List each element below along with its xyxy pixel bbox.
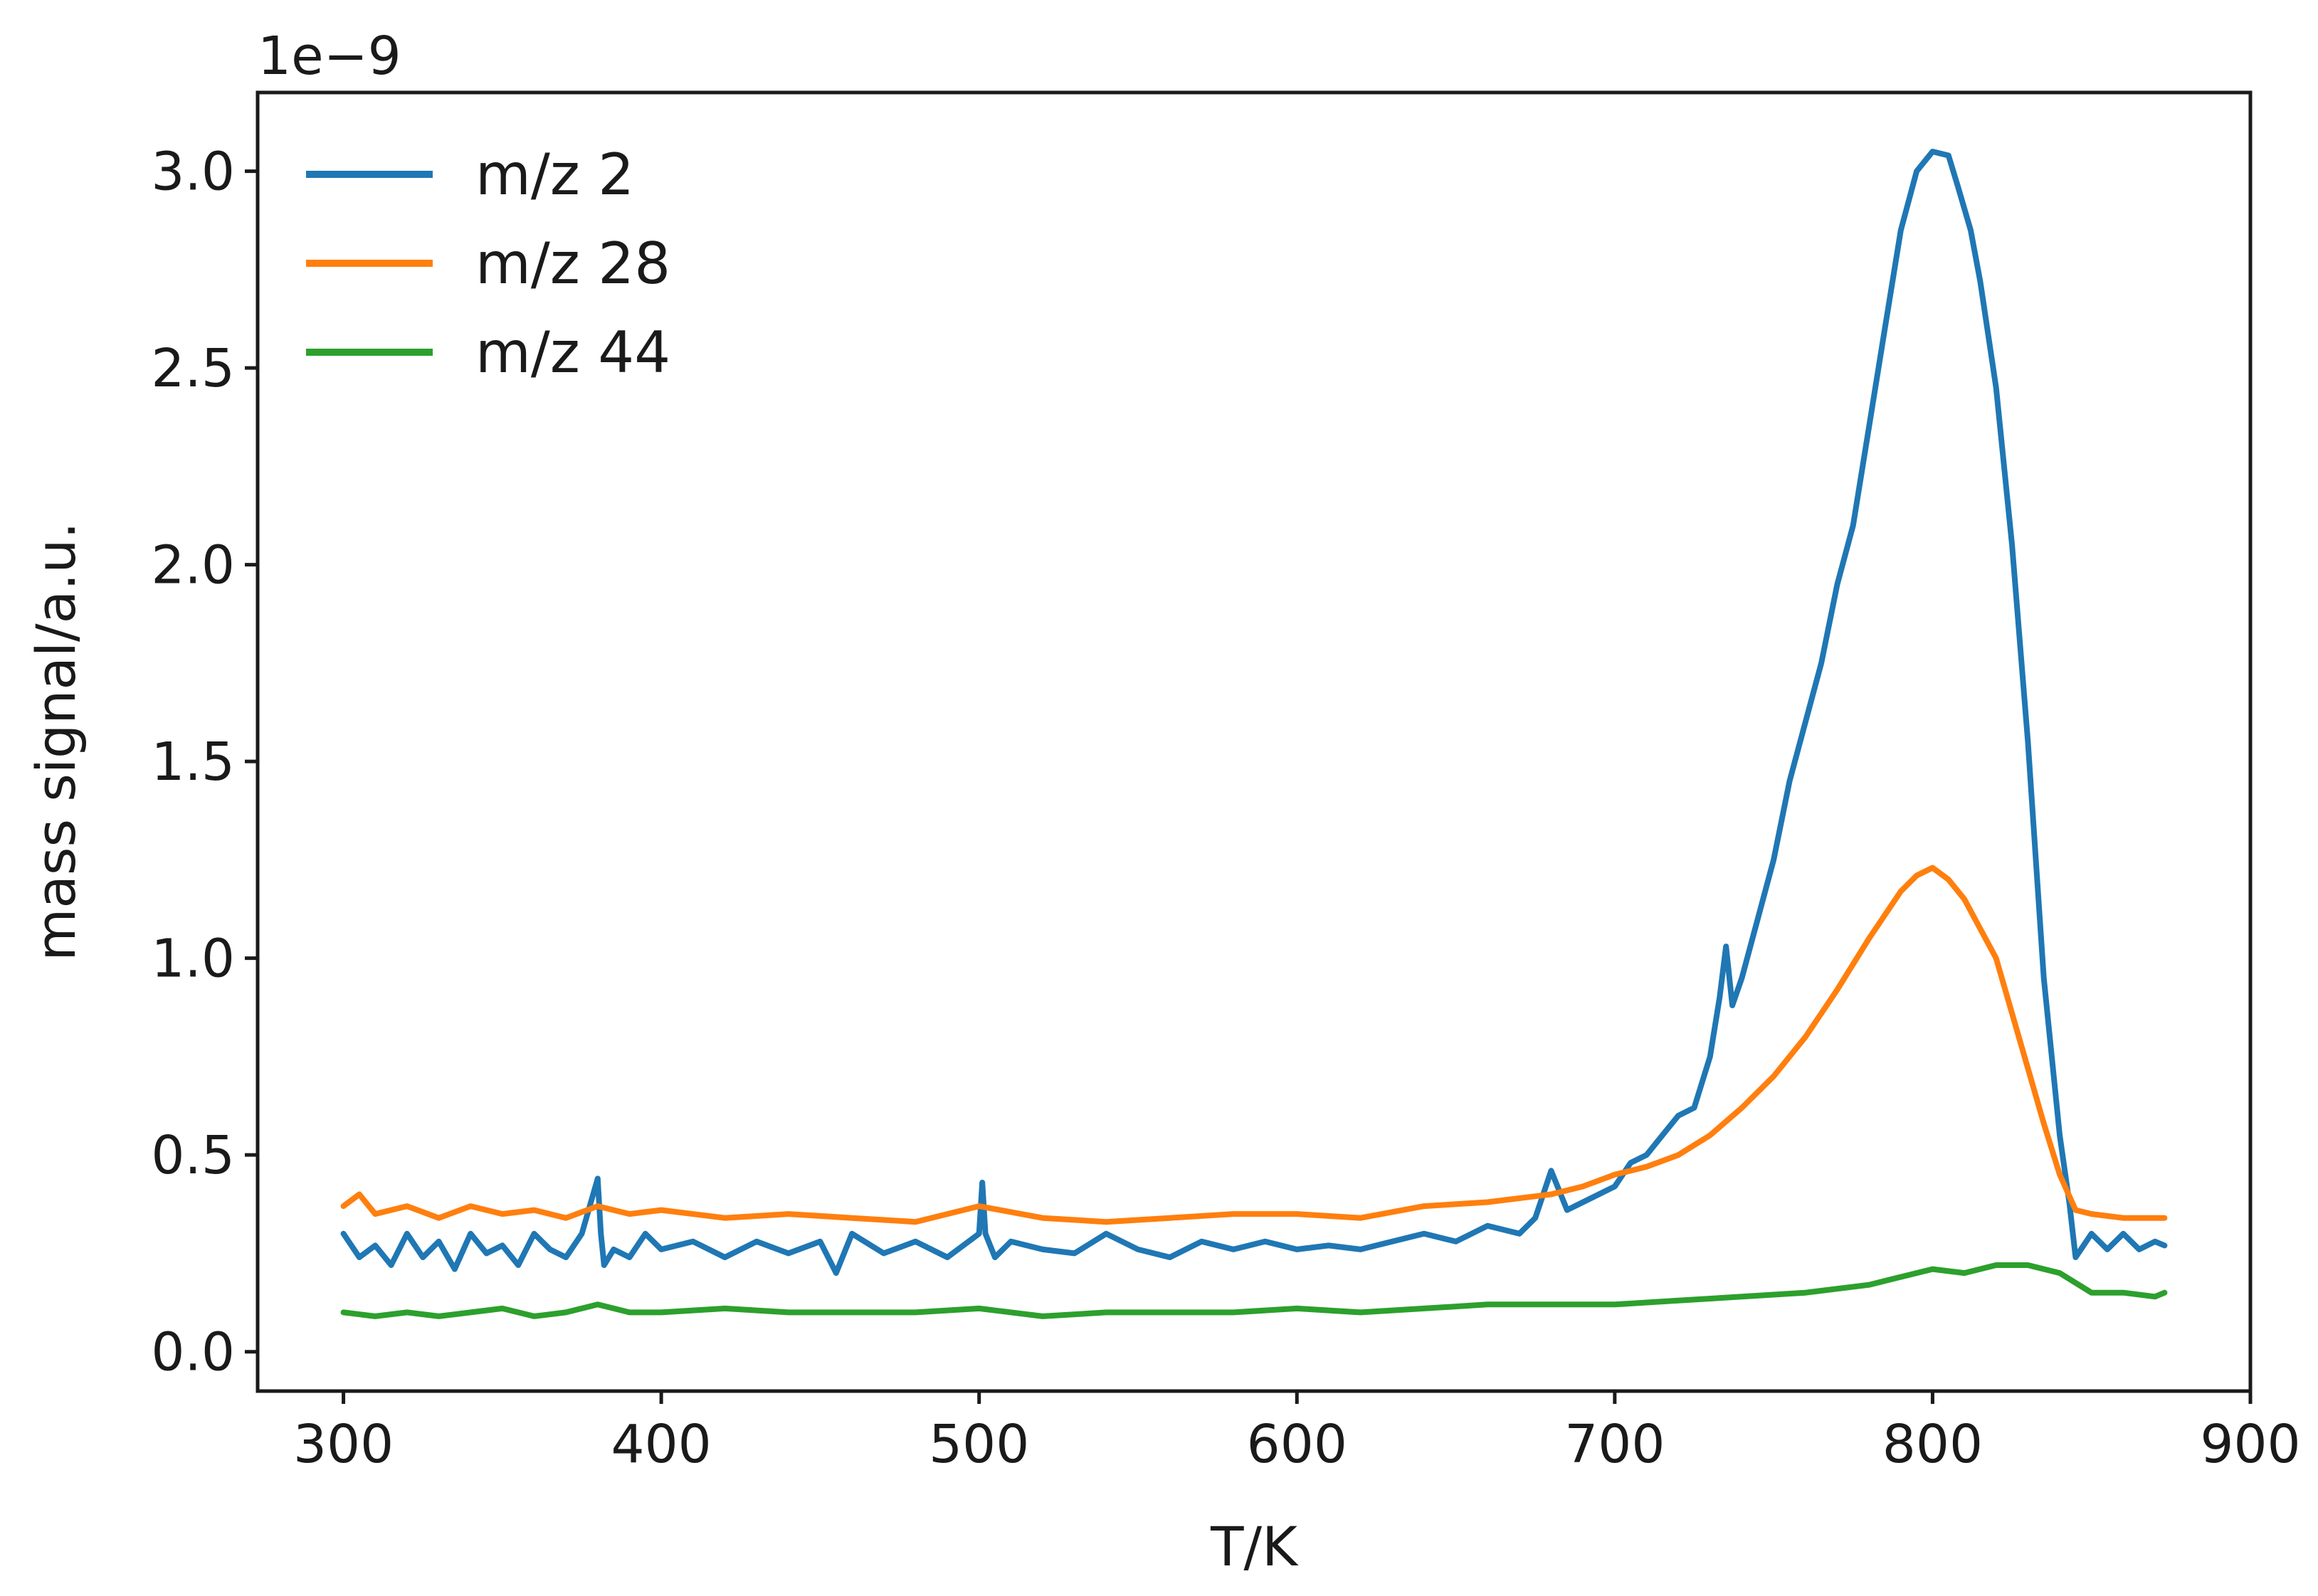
legend: m/z 2 m/z 28 m/z 44 xyxy=(306,142,670,386)
y-axis-label: mass signal/a.u. xyxy=(24,522,88,961)
x-axis-label: T/K xyxy=(1210,1515,1299,1578)
y-tick-label: 1.0 xyxy=(151,929,235,990)
x-tick-label: 500 xyxy=(929,1414,1029,1475)
y-axis-ticks: 0.0 0.5 1.0 1.5 2.0 2.5 3.0 xyxy=(151,142,258,1383)
x-tick-label: 800 xyxy=(1882,1414,1983,1475)
series-line-1 xyxy=(340,149,2168,1277)
plot-frame xyxy=(255,90,2253,1393)
y-axis-offset-label: 1e−9 xyxy=(258,26,401,87)
y-tick-label: 1.5 xyxy=(151,731,235,793)
y-tick-label: 2.5 xyxy=(151,338,235,399)
y-tick-label: 0.0 xyxy=(151,1322,235,1383)
y-tick-label: 3.0 xyxy=(151,142,235,203)
legend-label-2: m/z 28 xyxy=(475,231,670,297)
series-line-3 xyxy=(340,1262,2168,1319)
x-tick-label: 900 xyxy=(2200,1414,2300,1475)
series-line-2 xyxy=(340,865,2168,1225)
legend-label-3: m/z 44 xyxy=(475,319,670,386)
y-tick-label: 0.5 xyxy=(151,1125,235,1186)
series-group xyxy=(340,149,2168,1319)
y-tick-label: 2.0 xyxy=(151,535,235,596)
x-tick-label: 600 xyxy=(1247,1414,1347,1475)
x-tick-label: 700 xyxy=(1564,1414,1665,1475)
legend-label-1: m/z 2 xyxy=(475,142,634,208)
x-tick-label: 300 xyxy=(293,1414,394,1475)
x-axis-ticks: 300 400 500 600 700 800 900 xyxy=(293,1391,2301,1475)
x-tick-label: 400 xyxy=(611,1414,712,1475)
